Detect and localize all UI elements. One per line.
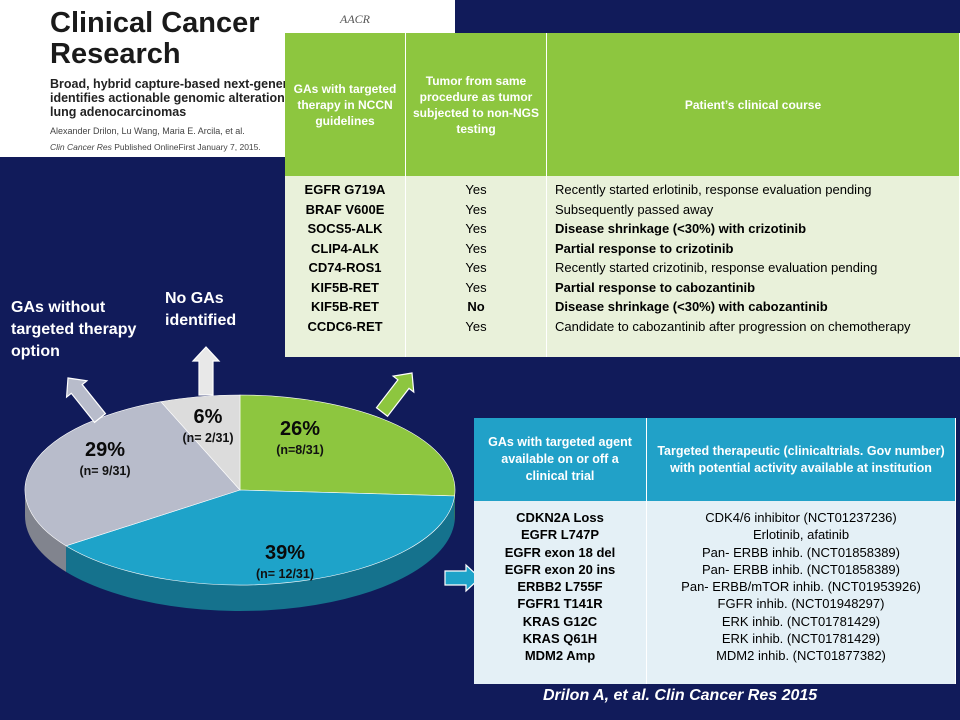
trial-table-header-row: GAs with targeted agent available on or … — [474, 418, 956, 501]
trial-alteration-8: MDM2 Amp — [524, 648, 596, 664]
slice-label-blue: 39% (n= 12/31) — [235, 542, 335, 581]
slice-label-green: 26% (n=8/31) — [250, 418, 350, 457]
aacr-logo: AACR — [340, 12, 370, 26]
nccn-table-header-row: GAs with targeted therapy in NCCN guidel… — [285, 33, 960, 176]
trial-table: GAs with targeted agent available on or … — [474, 418, 956, 684]
trial-alteration-7: KRAS Q61H — [522, 631, 598, 647]
nccn-col-course-header: Patient’s clinical course — [546, 33, 960, 176]
trial-col-therapeutic-header: Targeted therapeutic (clinicaltrials. Go… — [646, 418, 956, 501]
nccn-same-procedure-0: Yes — [465, 182, 487, 197]
nccn-course-7: Candidate to cabozantinib after progress… — [555, 318, 911, 334]
label-without-targeted: GAs without targeted therapy option — [11, 299, 137, 360]
pie-slice-1 — [65, 489, 455, 586]
nccn-same-procedure-5: Yes — [465, 279, 487, 295]
nccn-table-body-row: EGFR G719A BRAF V600E SOCS5-ALK CLIP4-ALK CD… — [285, 176, 960, 357]
slice-pct-gray: 29% — [84, 439, 126, 461]
arrow-without-targeted-icon — [65, 377, 107, 424]
trial-alteration-4: ERBB2 L755F — [517, 579, 603, 595]
journal-title-line1: Clinical Cancer — [50, 7, 260, 39]
pie-slice-0 — [239, 394, 456, 497]
trial-therapeutic-3: Pan- ERBB inhib. (NCT01858389) — [702, 561, 900, 577]
trial-therapeutic-8: MDM2 inhib. (NCT01877382) — [716, 648, 886, 664]
nccn-same-procedure-2: Yes — [465, 221, 487, 236]
trial-col-alterations-header: GAs with targeted agent available on or … — [474, 418, 647, 501]
slice-label-light: 6% (n= 2/31) — [158, 406, 258, 445]
nccn-alteration-7: CCDC6-RET — [307, 318, 383, 334]
nccn-table: GAs with targeted therapy in NCCN guidel… — [285, 33, 960, 357]
slice-pct-green: 26% — [279, 418, 321, 440]
trial-alteration-3: EGFR exon 20 ins — [504, 561, 616, 577]
arrow-trial-icon — [444, 563, 481, 593]
nccn-alteration-3: CLIP4-ALK — [311, 240, 379, 256]
trial-therapeutic-6: ERK inhib. (NCT01781429) — [721, 613, 881, 629]
pie-slice-2 — [24, 401, 241, 547]
arrow-no-gas-icon — [191, 346, 221, 396]
nccn-course-6: Disease shrinkage (<30%) with cabozantin… — [555, 299, 828, 314]
nccn-col-same-procedure-header: Tumor from same procedure as tumor subje… — [405, 33, 547, 176]
slice-n-gray: (n= 9/31) — [79, 464, 131, 478]
nccn-same-procedure-cell: Yes Yes Yes Yes Yes Yes No Yes — [405, 176, 547, 357]
nccn-alteration-0: EGFR G719A — [304, 182, 386, 197]
trial-therapeutic-0: CDK4/6 inhibitor (NCT01237236) — [705, 510, 897, 525]
trial-alteration-0: CDKN2A Loss — [516, 510, 604, 525]
trial-therapeutic-5: FGFR inhib. (NCT01948297) — [717, 596, 885, 612]
nccn-same-procedure-3: Yes — [465, 240, 487, 256]
journal-title: Clinical Cancer Research — [50, 8, 260, 70]
nccn-course-1: Subsequently passed away — [555, 201, 714, 217]
slice-n-blue: (n= 12/31) — [255, 567, 314, 581]
trial-therapeutic-cell: CDK4/6 inhibitor (NCT01237236) Erlotinib,… — [646, 501, 956, 684]
trial-alteration-1: EGFR L747P — [520, 527, 600, 543]
trial-alterations-cell: CDKN2A Loss EGFR L747P EGFR exon 18 del EGF… — [474, 501, 647, 684]
citation: Drilon A, et al. Clin Cancer Res 2015 — [543, 687, 818, 704]
slice-pct-light: 6% — [193, 406, 223, 428]
arrow-nccn-icon — [375, 372, 415, 418]
nccn-same-procedure-1: Yes — [465, 201, 487, 217]
pie-slice-3 — [160, 394, 241, 491]
nccn-alterations-cell: EGFR G719A BRAF V600E SOCS5-ALK CLIP4-ALK CD… — [285, 176, 406, 357]
nccn-same-procedure-6: No — [467, 299, 485, 314]
nccn-course-cell: Recently started erlotinib, response eva… — [546, 176, 960, 357]
nccn-course-3: Partial response to crizotinib — [555, 240, 734, 256]
nccn-same-procedure-7: Yes — [465, 318, 487, 334]
trial-alteration-2: EGFR exon 18 del — [504, 544, 616, 560]
nccn-course-5: Partial response to cabozantinib — [555, 279, 756, 295]
slice-n-green: (n=8/31) — [276, 443, 324, 457]
citation-rest: Published OnlineFirst January 7, 2015. — [114, 142, 261, 152]
trial-alteration-6: KRAS G12C — [522, 613, 598, 629]
trial-table-body-row: CDKN2A Loss EGFR L747P EGFR exon 18 del EGF… — [474, 501, 956, 684]
nccn-alteration-4: CD74-ROS1 — [308, 260, 382, 275]
nccn-alteration-6: KIF5B-RET — [311, 299, 379, 314]
slice-pct-blue: 39% — [264, 542, 306, 564]
label-no-gas: No GAs identified — [165, 290, 237, 329]
nccn-alteration-5: KIF5B-RET — [311, 279, 379, 295]
trial-therapeutic-1: Erlotinib, afatinib — [752, 527, 850, 543]
trial-therapeutic-2: Pan- ERBB inhib. (NCT01858389) — [702, 544, 900, 560]
nccn-alteration-1: BRAF V600E — [305, 201, 385, 217]
trial-therapeutic-4: Pan- ERBB/mTOR inhib. (NCT01953926) — [681, 579, 921, 595]
nccn-alteration-2: SOCS5-ALK — [307, 221, 383, 236]
slice-label-gray: 29% (n= 9/31) — [55, 439, 155, 478]
nccn-course-0: Recently started erlotinib, response eva… — [555, 182, 872, 197]
citation-journal: Clin Cancer Res — [50, 142, 112, 152]
article-citation: Clin Cancer Res Published OnlineFirst Ja… — [50, 142, 261, 152]
nccn-course-4: Recently started crizotinib, response ev… — [555, 260, 878, 275]
trial-alteration-5: FGFR1 T141R — [517, 596, 603, 612]
nccn-col-alterations-header: GAs with targeted therapy in NCCN guidel… — [285, 33, 406, 176]
trial-therapeutic-7: ERK inhib. (NCT01781429) — [721, 631, 881, 647]
pie-side-1-0 — [66, 495, 455, 611]
journal-title-line2: Research — [50, 38, 181, 70]
nccn-same-procedure-4: Yes — [465, 260, 487, 275]
article-authors: Alexander Drilon, Lu Wang, Maria E. Arci… — [50, 126, 245, 136]
nccn-course-2: Disease shrinkage (<30%) with crizotinib — [555, 221, 807, 236]
slice-n-light: (n= 2/31) — [182, 431, 234, 445]
